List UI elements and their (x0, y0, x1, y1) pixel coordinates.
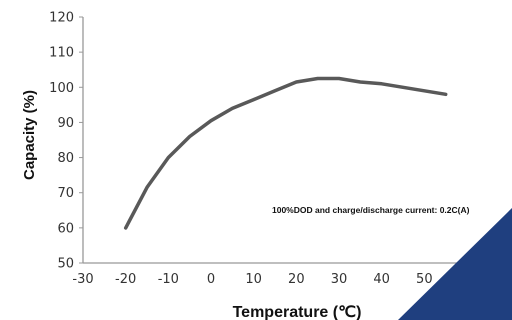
chart-annotation: 100%DOD and charge/discharge current: 0.… (272, 205, 470, 215)
x-tick-label: 0 (207, 272, 215, 287)
y-tick-label: 60 (57, 221, 74, 236)
y-tick-label: 110 (49, 46, 74, 61)
y-tick-label: 90 (57, 116, 74, 131)
x-tick-label: -20 (115, 272, 136, 287)
y-tick-label: 120 (49, 11, 74, 26)
y-tick-label: 100 (49, 81, 74, 96)
x-tick-label: 30 (331, 272, 348, 287)
series-line (123, 76, 448, 230)
tick-layer: 50 60 70 80 90 100 110 120 -30 -20 -10 0 10 20 30 40 50 (49, 11, 432, 288)
x-tick-label: -30 (72, 272, 93, 287)
x-tick-label: 20 (288, 272, 305, 287)
corner-accent-shape (398, 208, 512, 320)
x-tick-label: -10 (158, 272, 179, 287)
y-tick-label: 50 (57, 257, 74, 272)
y-axis-title: Capacity (%) (21, 90, 38, 180)
x-tick-label: 40 (373, 272, 390, 287)
y-tick-label: 70 (57, 186, 74, 201)
x-tick-label: 50 (416, 272, 433, 287)
x-axis-title: Temperature (℃) (233, 304, 362, 320)
y-tick-label: 80 (57, 151, 74, 166)
x-tick-label: 10 (245, 272, 262, 287)
